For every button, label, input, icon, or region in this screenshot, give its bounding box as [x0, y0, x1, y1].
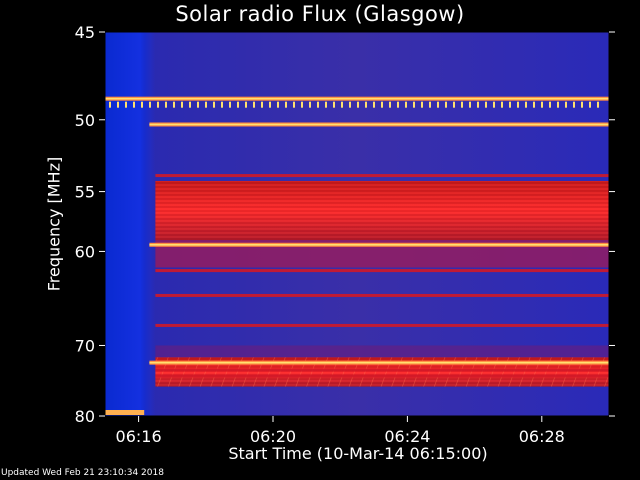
marker-dot	[357, 101, 359, 108]
bright-band-core	[149, 123, 609, 126]
marker-dot	[221, 101, 223, 108]
marker-dot	[301, 101, 303, 108]
marker-dot	[269, 101, 271, 108]
marker-dot	[501, 101, 503, 108]
marker-dot	[397, 101, 399, 108]
y-tick-label: 50	[75, 111, 95, 130]
marker-dot	[245, 101, 247, 108]
marker-dot	[229, 101, 231, 108]
marker-dot	[165, 101, 167, 108]
y-tick-label: 55	[75, 183, 95, 202]
emission-haze-lower	[155, 345, 609, 358]
marker-dot	[421, 101, 423, 108]
heatmap-area	[105, 32, 609, 416]
marker-dot	[349, 101, 351, 108]
marker-dot	[573, 101, 575, 108]
marker-dot	[197, 101, 199, 108]
bright-band-core	[105, 97, 609, 100]
marker-dot	[205, 101, 207, 108]
interference-band	[155, 293, 609, 297]
interference-band	[155, 374, 609, 378]
y-tick-label: 70	[75, 336, 95, 355]
marker-dot	[429, 101, 431, 108]
y-tick-label: 80	[75, 407, 95, 426]
x-tick-label: 06:16	[116, 427, 162, 446]
marker-dot	[325, 101, 327, 108]
interference-band	[155, 368, 609, 372]
marker-dot	[453, 101, 455, 108]
marker-dot	[565, 101, 567, 108]
marker-dot	[509, 101, 511, 108]
interference-band	[155, 174, 609, 178]
marker-dot	[317, 101, 319, 108]
marker-dot	[493, 101, 495, 108]
x-tick-label: 06:28	[519, 427, 565, 446]
pre-onset-region	[105, 32, 156, 416]
bright-band-core	[149, 243, 609, 246]
chart-title: Solar radio Flux (Glasgow)	[175, 2, 465, 26]
marker-dot	[213, 101, 215, 108]
marker-dot	[413, 101, 415, 108]
marker-dot	[549, 101, 551, 108]
marker-dot	[181, 101, 183, 108]
marker-dot	[237, 101, 239, 108]
marker-dot	[517, 101, 519, 108]
marker-dot	[157, 101, 159, 108]
marker-dot	[469, 101, 471, 108]
marker-dot	[333, 101, 335, 108]
marker-dot	[109, 101, 111, 108]
marker-dot	[293, 101, 295, 108]
marker-dot	[189, 101, 191, 108]
marker-dot	[117, 101, 119, 108]
marker-dot	[597, 101, 599, 108]
marker-dot	[533, 101, 535, 108]
plot-frame	[104, 31, 610, 417]
x-axis-label: Start Time (10-Mar-14 06:15:00)	[228, 444, 488, 463]
marker-dot	[477, 101, 479, 108]
marker-dot	[381, 101, 383, 108]
marker-dot	[557, 101, 559, 108]
marker-dot	[341, 101, 343, 108]
marker-dot	[373, 101, 375, 108]
marker-dot	[125, 101, 127, 108]
y-tick-label: 45	[75, 23, 95, 42]
interference-band	[155, 269, 609, 273]
x-tick-label: 06:20	[250, 427, 296, 446]
marker-dot	[133, 101, 135, 108]
marker-dot	[485, 101, 487, 108]
marker-dot	[461, 101, 463, 108]
marker-dot	[589, 101, 591, 108]
marker-dot	[437, 101, 439, 108]
marker-dot	[309, 101, 311, 108]
interference-band	[155, 323, 609, 327]
marker-dot	[445, 101, 447, 108]
marker-dot	[261, 101, 263, 108]
emission-band-upper-texture	[155, 180, 609, 241]
x-tick-label: 06:24	[384, 427, 430, 446]
marker-dot	[525, 101, 527, 108]
y-axis: 45 50 55 60 70 80	[75, 23, 615, 426]
marker-dot	[285, 101, 287, 108]
marker-dot	[277, 101, 279, 108]
y-tick-label: 60	[75, 242, 95, 261]
marker-dot	[541, 101, 543, 108]
marker-dot	[149, 101, 151, 108]
low-band-edge	[105, 410, 145, 415]
marker-dot	[173, 101, 175, 108]
marker-dot	[365, 101, 367, 108]
marker-dot	[141, 101, 143, 108]
marker-dot	[389, 101, 391, 108]
marker-dot	[253, 101, 255, 108]
updated-timestamp: Updated Wed Feb 21 23:10:34 2018	[1, 468, 164, 478]
marker-dot	[581, 101, 583, 108]
marker-dot	[405, 101, 407, 108]
x-axis: 06:16 06:20 06:24 06:28	[116, 416, 565, 446]
bright-band-core	[149, 361, 609, 364]
